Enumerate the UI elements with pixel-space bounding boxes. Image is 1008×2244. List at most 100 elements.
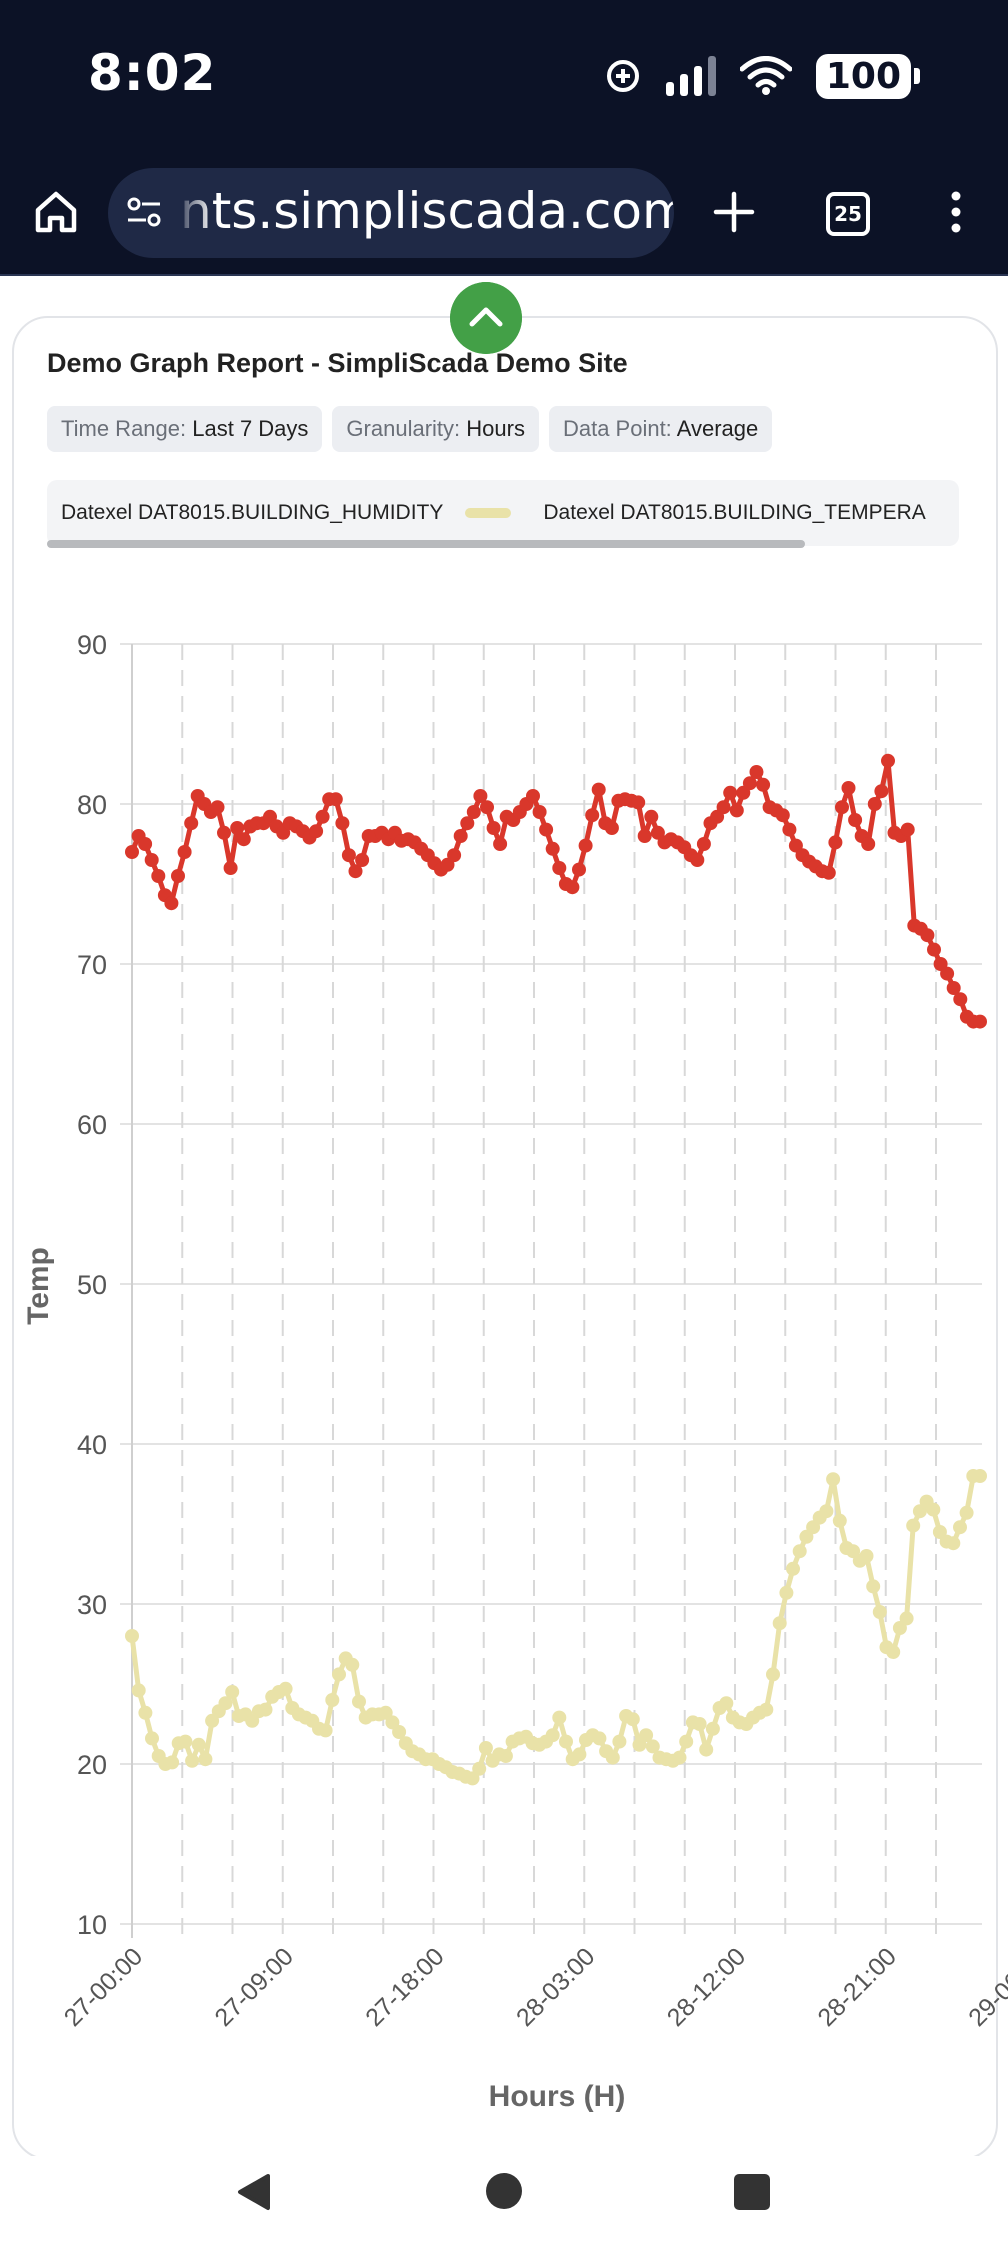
data-point-humidity	[959, 1505, 974, 1520]
data-point-humidity	[672, 1750, 687, 1765]
data-point-temperature	[328, 792, 343, 807]
data-point-temperature	[644, 809, 659, 824]
data-point-humidity	[472, 1761, 487, 1776]
data-point-humidity	[612, 1734, 627, 1749]
series-line-temperature	[129, 758, 980, 1025]
data-point-temperature	[545, 841, 560, 856]
battery-icon: 100	[815, 53, 920, 99]
data-point-temperature	[775, 808, 790, 823]
x-tick-label: 28-12:00	[662, 1942, 752, 2032]
data-point-humidity	[392, 1725, 407, 1739]
data-point-humidity	[125, 1629, 139, 1643]
home-icon[interactable]	[30, 186, 82, 238]
more-menu-icon[interactable]	[930, 186, 982, 238]
data-point-temperature	[749, 765, 764, 779]
y-tick-label: 80	[77, 790, 107, 820]
data-point-temperature	[138, 837, 153, 851]
status-time: 8:02	[88, 44, 217, 102]
data-point-humidity	[165, 1755, 180, 1770]
y-tick-label: 20	[77, 1750, 107, 1780]
home-button-icon[interactable]	[483, 2170, 525, 2212]
data-point-temperature	[177, 845, 192, 859]
data-point-temperature	[881, 753, 895, 768]
status-bar: 8:02 100	[0, 0, 1008, 150]
data-point-humidity	[826, 1472, 841, 1487]
x-tick-label: 29-06:00	[963, 1942, 1008, 2032]
x-tick-label: 28-21:00	[812, 1942, 902, 2032]
data-point-humidity	[559, 1734, 573, 1749]
data-point-humidity	[926, 1502, 941, 1517]
data-point-temperature	[453, 829, 468, 843]
x-tick-label: 27-18:00	[360, 1942, 450, 2032]
back-icon[interactable]	[232, 2170, 276, 2214]
cell-signal-icon	[665, 56, 716, 96]
data-point-humidity	[131, 1683, 146, 1698]
report-title: Demo Graph Report - SimpliScada Demo Sit…	[47, 348, 628, 378]
data-point-temperature	[480, 800, 494, 815]
data-point-temperature	[782, 822, 797, 837]
data-point-temperature	[144, 853, 159, 867]
data-point-humidity	[178, 1734, 193, 1749]
tabs-icon[interactable]: 25	[826, 192, 870, 236]
data-point-humidity	[973, 1469, 987, 1483]
legend-item-temperature[interactable]: Datexel DAT8015.BUILDING_TEMPERA	[543, 501, 926, 524]
data-point-temperature	[742, 776, 757, 791]
x-tick-label: 27-09:00	[209, 1942, 299, 2032]
collapse-button[interactable]	[450, 282, 522, 354]
data-point-temperature	[171, 869, 185, 883]
status-icons: 100	[604, 48, 920, 104]
filter-chip-time-range: Time Range: Last 7 Days	[47, 406, 323, 452]
data-point-temperature	[696, 837, 711, 851]
data-point-temperature	[565, 880, 580, 895]
legend-item-humidity[interactable]: Datexel DAT8015.BUILDING_HUMIDITY	[61, 501, 444, 524]
data-point-humidity	[946, 1536, 961, 1551]
url-text[interactable]: nts.simpliscada.com	[180, 182, 674, 240]
data-point-temperature	[164, 896, 179, 911]
data-point-humidity	[766, 1667, 780, 1682]
data-point-temperature	[341, 848, 356, 863]
data-point-temperature	[953, 992, 968, 1007]
data-point-temperature	[848, 813, 863, 827]
data-point-temperature	[217, 825, 231, 840]
data-point-temperature	[631, 795, 646, 810]
recents-icon[interactable]	[732, 2172, 772, 2212]
data-point-temperature	[309, 824, 324, 839]
data-point-temperature	[637, 829, 652, 843]
data-point-temperature	[493, 837, 508, 851]
data-point-humidity	[859, 1549, 874, 1563]
data-point-humidity	[719, 1696, 734, 1711]
data-point-humidity	[572, 1747, 587, 1762]
battery-level: 100	[815, 53, 911, 99]
data-point-temperature	[729, 803, 744, 818]
data-point-humidity	[692, 1717, 707, 1731]
data-point-humidity	[185, 1753, 200, 1768]
data-point-temperature	[841, 781, 856, 795]
site-settings-icon[interactable]	[124, 192, 164, 232]
y-tick-label: 10	[77, 1910, 107, 1940]
url-bar[interactable]: nts.simpliscada.com	[108, 168, 674, 258]
data-point-humidity	[792, 1544, 807, 1559]
data-point-humidity	[545, 1728, 560, 1743]
data-point-temperature	[151, 869, 166, 883]
data-point-temperature	[867, 797, 882, 811]
data-point-humidity	[605, 1750, 620, 1765]
data-point-humidity	[699, 1742, 714, 1757]
data-point-humidity	[786, 1561, 800, 1576]
y-tick-label: 60	[77, 1110, 107, 1140]
data-point-humidity	[145, 1731, 159, 1746]
data-point-humidity	[191, 1737, 206, 1752]
data-point-temperature	[716, 800, 731, 815]
new-tab-icon[interactable]	[708, 186, 760, 238]
data-point-humidity	[318, 1723, 333, 1738]
legend-swatch-humidity	[465, 508, 512, 518]
data-point-humidity	[625, 1712, 640, 1727]
chart-legend[interactable]: Datexel DAT8015.BUILDING_HUMIDITY Datexe…	[47, 480, 959, 546]
legend-scrollbar[interactable]	[47, 540, 805, 548]
data-point-temperature	[473, 789, 488, 803]
data-point-humidity	[832, 1513, 847, 1528]
data-point-humidity	[498, 1749, 513, 1763]
data-point-humidity	[705, 1721, 720, 1736]
data-point-humidity	[332, 1667, 346, 1682]
data-point-temperature	[447, 848, 462, 863]
data-point-humidity	[478, 1741, 493, 1755]
